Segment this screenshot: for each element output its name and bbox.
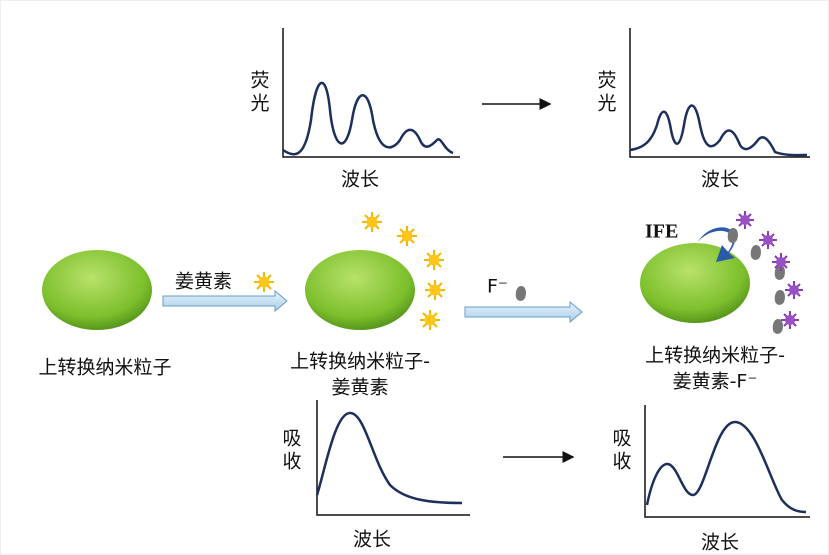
nanoparticle (42, 250, 152, 330)
node-label: 上转换纳米粒子- (645, 345, 785, 367)
nanoparticle (640, 243, 750, 323)
y-label: 吸收 (610, 428, 632, 474)
x-label: 波长 (353, 529, 391, 551)
node-label: 上转换纳米粒子 (38, 357, 171, 379)
curcumin-icon (254, 272, 274, 292)
y-label: 荧光 (248, 70, 270, 116)
y-label: 吸收 (280, 428, 302, 474)
x-label: 波长 (701, 532, 739, 554)
y-label: 荧光 (595, 70, 617, 116)
x-label: 波长 (341, 169, 379, 191)
node-label: 姜黄素 (331, 377, 388, 399)
nanoparticle (305, 250, 415, 330)
ife-label: IFE (645, 221, 678, 243)
arrow-label: 姜黄素 (175, 271, 232, 293)
x-label: 波长 (701, 169, 739, 191)
diagram: 荧光 波长 荧光 波长 姜黄素 F⁻ IFE 上转换纳米粒子 上转换纳米粒子- … (0, 0, 829, 555)
node-label: 姜黄素-F⁻ (673, 371, 758, 393)
arrow-label: F⁻ (487, 276, 508, 298)
node-label: 上转换纳米粒子- (290, 351, 430, 373)
